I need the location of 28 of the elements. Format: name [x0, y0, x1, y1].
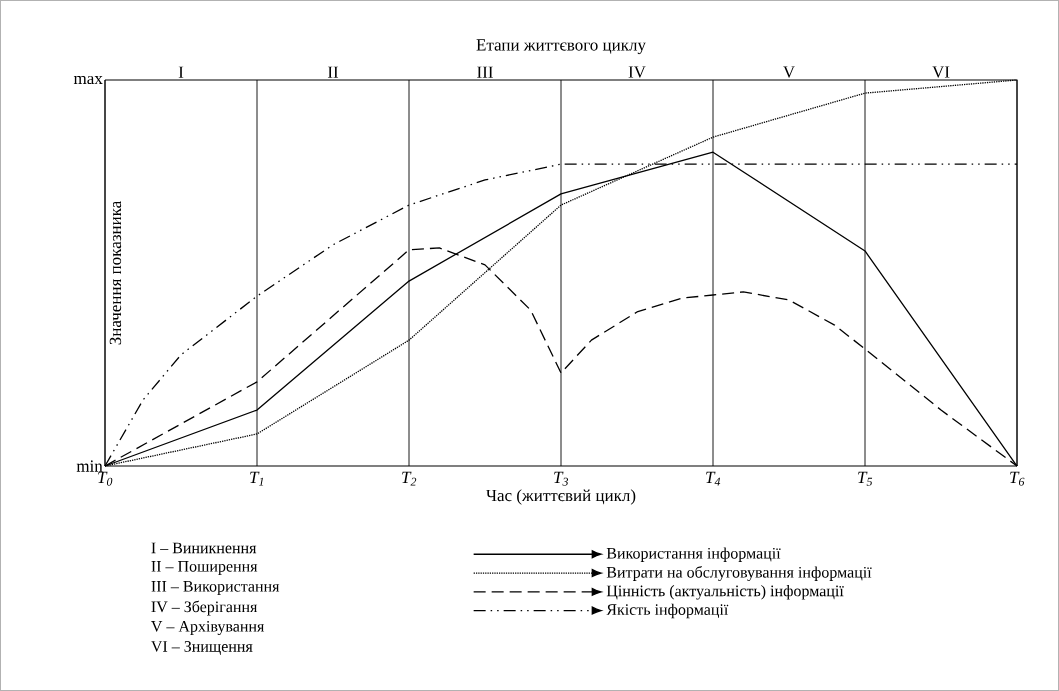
- x-tick-label: T$_{1}$: [250, 471, 264, 486]
- x-tick-label: T$_{4}$: [706, 471, 721, 486]
- chart-title: Етапи життєвого циклу: [476, 39, 646, 55]
- x-tick-label: T$_{6}$: [1010, 471, 1025, 486]
- text: III – Використання: [151, 581, 280, 595]
- y-axis-title: Значення показника: [109, 201, 122, 345]
- text: IV: [628, 66, 646, 78]
- text: IV – Зберігання: [151, 600, 258, 616]
- text: min: [76, 460, 103, 472]
- text: II – Поширення: [151, 561, 258, 575]
- text: II: [327, 66, 339, 78]
- text: VI – Знищення: [151, 641, 253, 655]
- legend-label: Використання інформації: [606, 547, 781, 562]
- x-tick-label: T$_{5}$: [858, 471, 873, 486]
- legend-label: Якість інформації: [606, 603, 729, 619]
- x-axis-title: Час (життєвий цикл): [486, 489, 636, 505]
- text: VI: [932, 66, 950, 78]
- text: I: [178, 66, 184, 78]
- legend-label: Витрати на обслуговування інформації: [606, 566, 872, 581]
- x-tick-label: T$_{0}$: [98, 471, 113, 486]
- x-tick-label: T$_{3}$: [554, 471, 569, 486]
- text: V – Архівування: [151, 620, 265, 636]
- legend-label: Цінність (актуальність) інформації: [606, 585, 844, 600]
- text: max: [73, 75, 103, 85]
- x-tick-label: T$_{2}$: [402, 471, 417, 486]
- text: III: [477, 66, 493, 78]
- text: I – Виникнення: [151, 542, 257, 554]
- text: V: [783, 66, 795, 78]
